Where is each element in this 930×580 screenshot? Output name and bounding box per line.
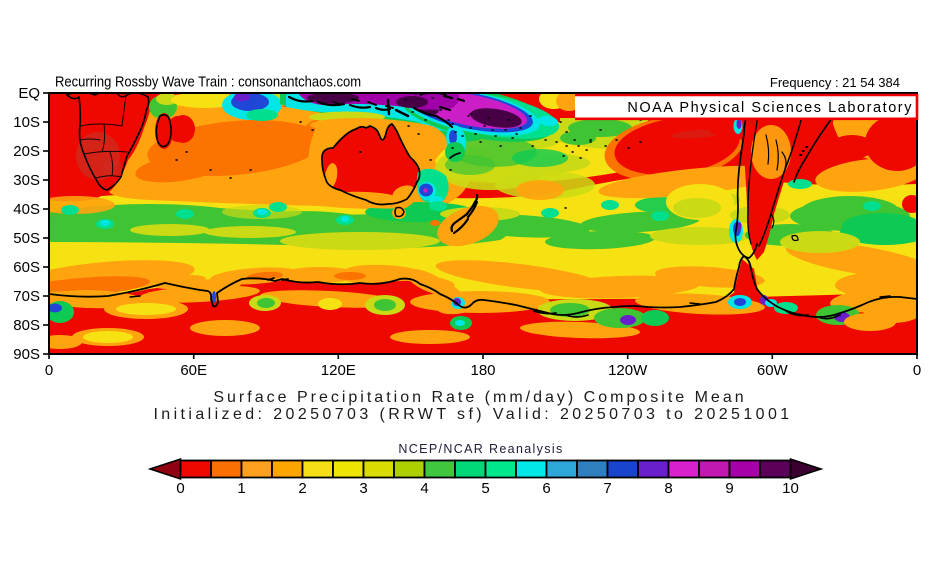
svg-text:70S: 70S <box>13 288 40 305</box>
svg-text:NOAA Physical Sciences Laborat: NOAA Physical Sciences Laboratory <box>627 100 913 116</box>
svg-text:Frequency : 21 54 384: Frequency : 21 54 384 <box>770 75 900 90</box>
svg-text:Surface Precipitation Rate (mm: Surface Precipitation Rate (mm/day) Comp… <box>213 389 746 406</box>
svg-text:EQ: EQ <box>18 85 40 102</box>
svg-text:0: 0 <box>45 362 53 379</box>
svg-text:Initialized: 20250703 (RRWT sf: Initialized: 20250703 (RRWT sf) Valid: 2… <box>153 406 792 423</box>
svg-text:Recurring Rossby Wave Train :: Recurring Rossby Wave Train : consonantc… <box>55 73 361 90</box>
svg-text:50S: 50S <box>13 230 40 247</box>
svg-text:7: 7 <box>603 480 611 497</box>
svg-text:5: 5 <box>481 480 489 497</box>
svg-text:2: 2 <box>298 480 306 497</box>
svg-text:NCEP/NCAR Reanalysis: NCEP/NCAR Reanalysis <box>398 442 563 456</box>
svg-text:60W: 60W <box>757 362 789 379</box>
svg-text:120E: 120E <box>321 362 356 379</box>
svg-text:60S: 60S <box>13 259 40 276</box>
svg-text:40S: 40S <box>13 201 40 218</box>
svg-text:10S: 10S <box>13 114 40 131</box>
svg-text:90S: 90S <box>13 346 40 363</box>
svg-text:6: 6 <box>542 480 550 497</box>
svg-text:120W: 120W <box>608 362 648 379</box>
svg-text:0: 0 <box>176 480 184 497</box>
svg-text:30S: 30S <box>13 172 40 189</box>
svg-text:0: 0 <box>913 362 921 379</box>
svg-text:80S: 80S <box>13 317 40 334</box>
svg-text:3: 3 <box>359 480 367 497</box>
svg-text:20S: 20S <box>13 143 40 160</box>
svg-text:9: 9 <box>725 480 733 497</box>
svg-text:8: 8 <box>664 480 672 497</box>
svg-text:1: 1 <box>237 480 245 497</box>
svg-text:60E: 60E <box>180 362 207 379</box>
svg-text:180: 180 <box>470 362 495 379</box>
svg-text:4: 4 <box>420 480 428 497</box>
svg-text:10: 10 <box>782 480 799 497</box>
